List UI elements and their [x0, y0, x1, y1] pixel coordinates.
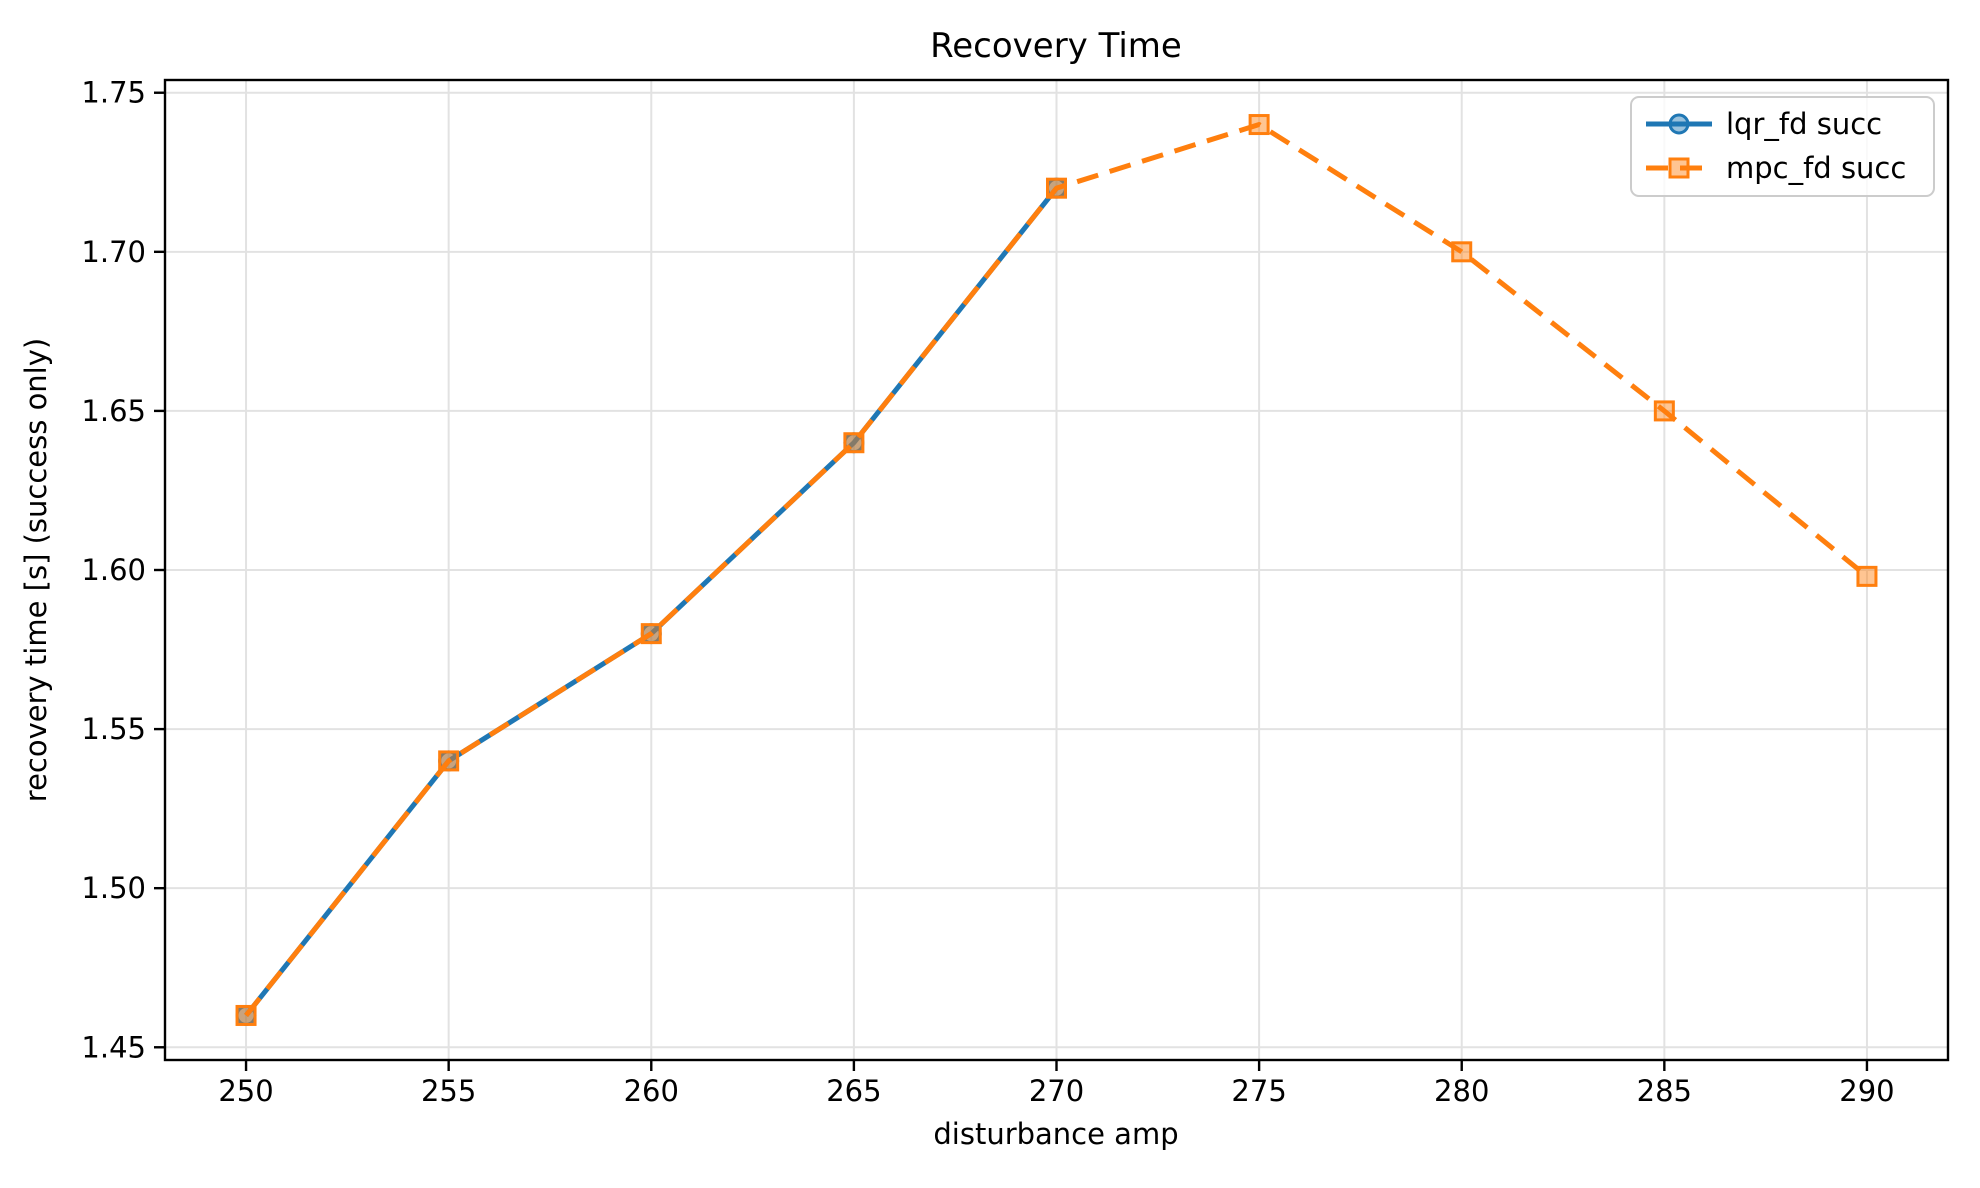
x-axis-label: disturbance amp: [933, 1117, 1178, 1151]
y-tick-label: 1.55: [81, 712, 146, 746]
y-tick-label: 1.50: [81, 871, 146, 905]
axis-ticks: [154, 91, 1869, 1071]
legend-sample-marker: [1668, 113, 1690, 135]
gridlines: [165, 80, 1948, 1060]
data-point-marker: [235, 1004, 257, 1026]
chart-title: Recovery Time: [930, 26, 1182, 66]
y-tick-label: 1.60: [81, 553, 146, 587]
x-tick-label: 275: [1231, 1074, 1286, 1108]
x-tick-label: 265: [826, 1074, 881, 1108]
x-tick-label: 270: [1029, 1074, 1084, 1108]
y-tick-label: 1.75: [81, 76, 146, 110]
legend-sample-marker: [1668, 157, 1690, 179]
x-tick-label: 290: [1839, 1074, 1894, 1108]
series-layer: [235, 114, 1878, 1026]
data-point-marker: [1248, 114, 1270, 136]
x-tick-label: 250: [218, 1074, 273, 1108]
data-point-marker: [1653, 400, 1675, 422]
y-tick-label: 1.65: [81, 394, 146, 428]
x-tick-label: 280: [1434, 1074, 1489, 1108]
legend: lqr_fd succ mpc_fd succ: [1630, 96, 1935, 197]
x-tick-label: 255: [421, 1074, 476, 1108]
x-tick-label: 285: [1637, 1074, 1692, 1108]
data-point-marker: [1856, 565, 1878, 587]
y-axis-label: recovery time [s] (success only): [19, 338, 53, 802]
data-point-marker: [640, 623, 662, 645]
data-point-marker: [843, 432, 865, 454]
x-tick-label: 260: [624, 1074, 679, 1108]
series-line: [244, 122, 1869, 1018]
y-tick-label: 1.45: [81, 1030, 146, 1064]
legend-entry-label: mpc_fd succ: [1726, 151, 1906, 185]
data-point-marker: [1451, 241, 1473, 263]
tick-labels: 250 255 260 265 270 275 280 285 290 1.45 1.50 1.55 1…: [81, 76, 1894, 1108]
y-tick-label: 1.70: [81, 235, 146, 269]
data-point-marker: [438, 750, 460, 772]
data-point-marker: [1046, 177, 1067, 199]
legend-entry-label: lqr_fd succ: [1726, 107, 1882, 141]
